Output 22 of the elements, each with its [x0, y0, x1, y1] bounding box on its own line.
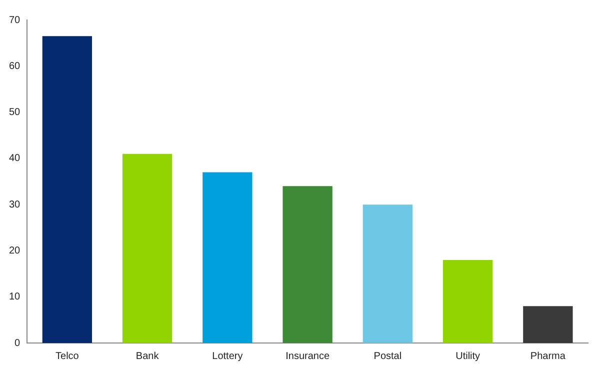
- y-tick-label: 30: [9, 199, 21, 210]
- bar: [202, 172, 252, 343]
- bar: [362, 204, 413, 343]
- y-tick-label: 20: [9, 245, 21, 256]
- y-tick-label: 70: [9, 14, 21, 26]
- y-tick-label: 60: [9, 60, 21, 72]
- x-tick-label: Telco: [56, 350, 80, 362]
- bar: [442, 260, 493, 343]
- bar: [523, 306, 573, 343]
- y-tick-label: 10: [9, 292, 21, 303]
- y-tick-label: 50: [9, 107, 21, 118]
- bar: [282, 186, 332, 343]
- x-tick-label: Insurance: [286, 350, 330, 362]
- bar: [122, 154, 172, 343]
- y-tick-label: 40: [9, 153, 21, 164]
- x-tick-label: Pharma: [530, 350, 566, 362]
- x-tick-label: Bank: [136, 350, 160, 362]
- y-tick-label: 0: [14, 338, 21, 349]
- x-tick-label: Postal: [374, 350, 402, 362]
- x-tick-label: Lottery: [212, 350, 243, 362]
- bar: [42, 36, 92, 343]
- x-tick-label: Utility: [456, 350, 480, 362]
